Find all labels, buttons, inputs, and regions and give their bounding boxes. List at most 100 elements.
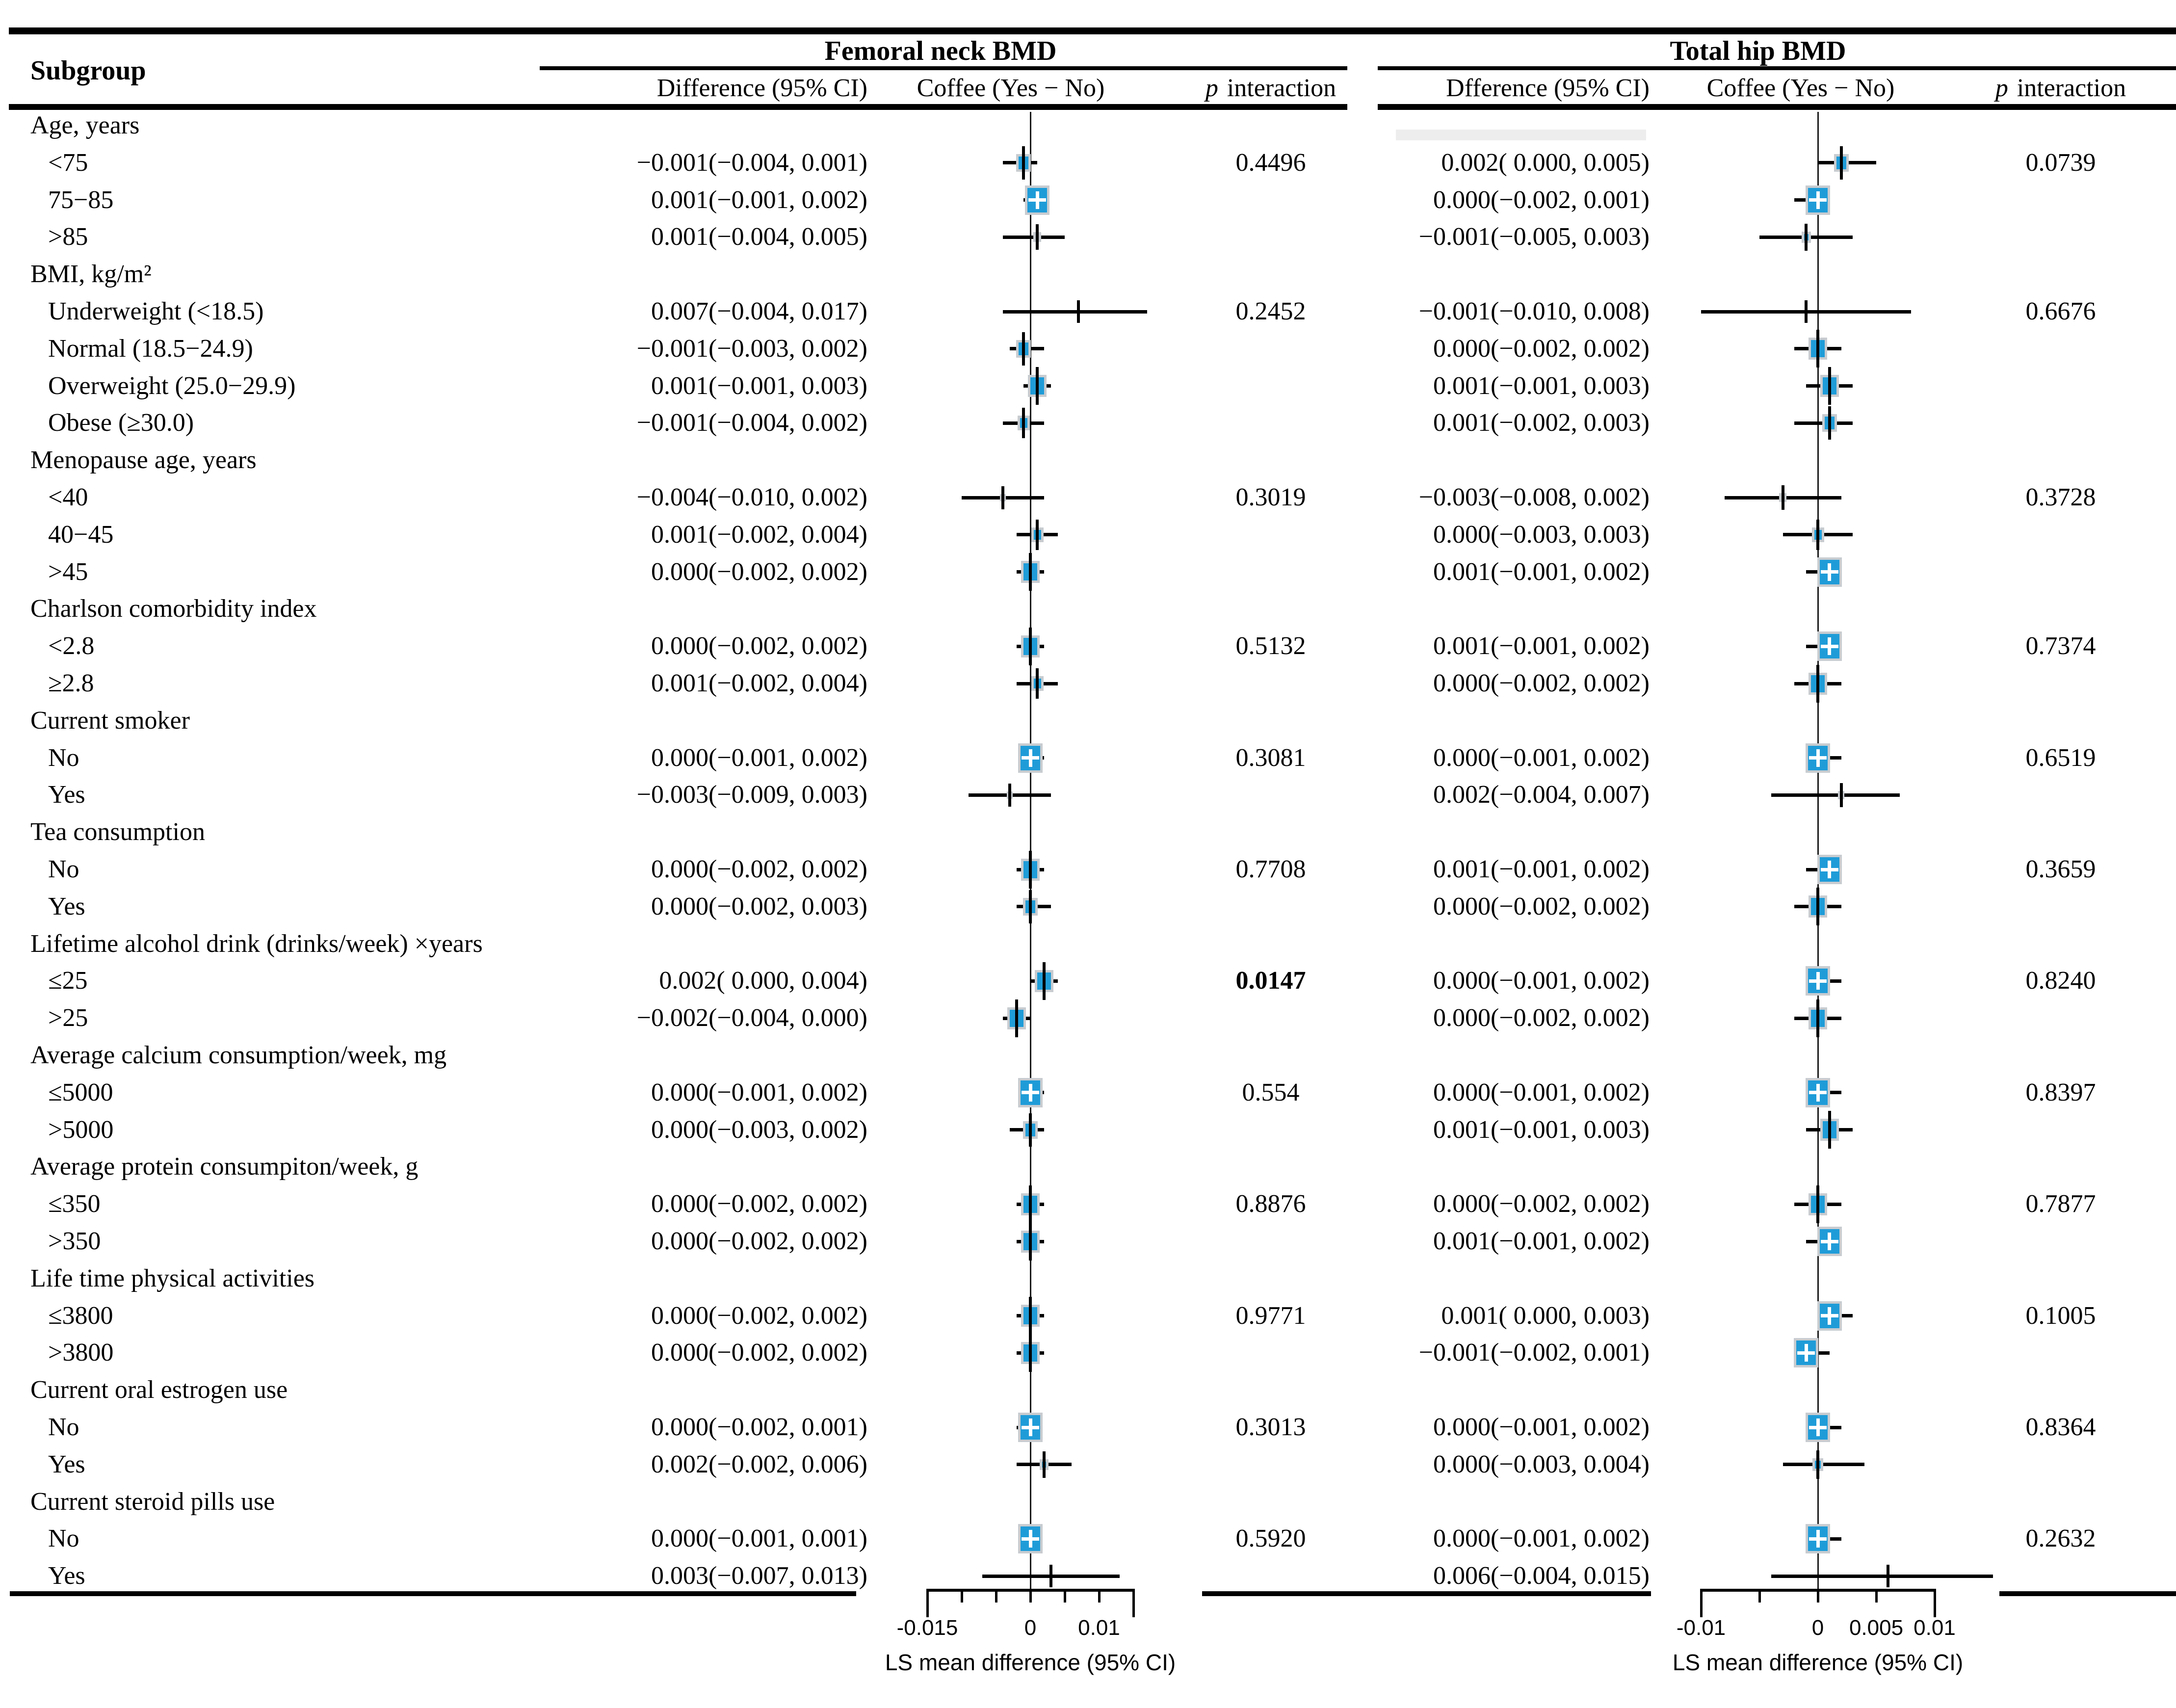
fn-p-interaction-value: 0.7708: [1235, 855, 1306, 883]
header-rule-left: [9, 104, 1347, 110]
subgroup-label: 40−45: [48, 520, 114, 549]
th-effect-tick: [1839, 146, 1843, 180]
th-effect-cross: [1816, 749, 1820, 767]
fn-effect-tick: [1008, 783, 1011, 807]
fn-effect-tick: [1022, 332, 1025, 366]
fn-difference-value: 0.000(−0.002, 0.003): [651, 892, 867, 920]
fn-p-interaction-value: 0.3013: [1235, 1413, 1306, 1441]
th-difference-value: 0.000(−0.002, 0.002): [1433, 334, 1650, 363]
th-p-interaction-value: 0.6519: [2025, 743, 2096, 772]
fn-effect-tick: [1036, 519, 1039, 550]
x-axis-tick: [1063, 1589, 1066, 1603]
th-difference-header: Dfference (95% CI): [1446, 74, 1650, 102]
subgroup-label: No: [48, 855, 79, 883]
fn-difference-value: 0.000(−0.001, 0.001): [651, 1524, 867, 1553]
fn-p-interaction-value: 0.5132: [1235, 632, 1306, 660]
fn-effect-tick: [1029, 1334, 1032, 1372]
subgroup-label: ≥2.8: [48, 669, 94, 697]
subgroup-label: Underweight (<18.5): [48, 297, 264, 325]
fn-effect-cross: [1028, 1419, 1032, 1436]
subgroup-label: Normal (18.5−24.9): [48, 334, 253, 363]
p-italic: p: [1205, 74, 1218, 102]
fn-difference-value: 0.001(−0.002, 0.004): [651, 669, 867, 697]
th-effect-tick: [1816, 519, 1819, 550]
th-ci-line: [1771, 1574, 1993, 1578]
th-effect-cross: [1816, 1530, 1820, 1548]
interaction-label: interaction: [2017, 74, 2126, 102]
subgroup-label: Yes: [48, 781, 85, 809]
x-axis-tick-label: 0.01: [1078, 1616, 1120, 1640]
subgroup-label: No: [48, 743, 79, 772]
fn-difference-value: 0.000(−0.002, 0.001): [651, 1413, 867, 1441]
subgroup-label: Current smoker: [30, 706, 190, 735]
fn-effect-cross: [1028, 749, 1032, 767]
subgroup-label: >350: [48, 1227, 101, 1255]
fn-effect-tick: [1077, 300, 1080, 323]
zero-reference-line: [1029, 112, 1031, 1589]
x-axis-tick: [995, 1589, 997, 1603]
th-difference-value: 0.000(−0.001, 0.002): [1433, 743, 1650, 772]
fn-p-interaction-value: 0.0147: [1235, 967, 1306, 995]
fn-difference-value: 0.002(−0.002, 0.006): [651, 1450, 867, 1478]
fn-effect-cross: [1028, 1083, 1032, 1102]
x-axis-tick: [1700, 1589, 1703, 1617]
subgroup-label: >85: [48, 223, 88, 251]
subgroup-label: Average protein consumpiton/week, g: [30, 1153, 419, 1181]
th-difference-value: 0.000(−0.001, 0.002): [1433, 1413, 1650, 1441]
subgroup-label: Lifetime alcohol drink (drinks/week) ×ye…: [30, 929, 483, 958]
th-ci-line: [1783, 1463, 1865, 1467]
fn-p-interaction-value: 0.554: [1242, 1078, 1300, 1106]
subgroup-label: >3800: [48, 1339, 114, 1367]
th-p-interaction-value: 0.8364: [2025, 1413, 2096, 1441]
panel-title-total-hip: Total hip BMD: [1670, 36, 1846, 66]
th-effect-cross: [1828, 1307, 1832, 1325]
fn-effect-tick: [1036, 224, 1039, 250]
th-p-interaction-value: 0.3659: [2025, 855, 2096, 883]
fn-effect-tick: [1036, 668, 1039, 699]
subgroup-label: ≤25: [48, 967, 88, 995]
subgroup-label: 75−85: [48, 185, 114, 214]
fn-difference-value: −0.003(−0.009, 0.003): [636, 781, 867, 809]
x-axis-title: LS mean difference (95% CI): [1672, 1650, 1964, 1675]
interaction-label: interaction: [1227, 74, 1337, 102]
subgroup-label: Overweight (25.0−29.9): [48, 371, 296, 400]
th-effect-cross: [1816, 972, 1820, 990]
fn-difference-value: 0.001(−0.004, 0.005): [651, 223, 867, 251]
fn-p-interaction-value: 0.3081: [1235, 743, 1306, 772]
fn-difference-value: −0.001(−0.004, 0.001): [636, 148, 867, 177]
fn-effect-tick: [1029, 1113, 1032, 1147]
fn-ci-line: [1003, 310, 1147, 314]
th-ci-line: [1771, 793, 1900, 797]
totalhip-title-underline: [1378, 66, 2176, 70]
x-axis-tick-label: 0: [1811, 1616, 1824, 1640]
fn-difference-value: 0.000(−0.003, 0.002): [651, 1115, 867, 1144]
fn-effect-tick: [1029, 850, 1032, 889]
subgroup-label: Life time physical activities: [30, 1264, 315, 1292]
subgroup-label: Yes: [48, 1450, 85, 1478]
fn-p-interaction-header: p interaction: [1168, 74, 1374, 103]
fn-difference-value: −0.002(−0.004, 0.000): [636, 1004, 867, 1032]
fn-effect-cross: [1035, 191, 1039, 209]
zero-reference-line: [1817, 112, 1819, 1589]
subgroup-label: Yes: [48, 1562, 85, 1590]
fn-coffee-header: Coffee (Yes − No): [917, 74, 1105, 102]
fn-difference-value: 0.002( 0.000, 0.004): [659, 967, 867, 995]
fn-effect-tick: [1029, 1222, 1032, 1261]
th-effect-tick: [1828, 406, 1831, 440]
subgroup-label: Obese (≥30.0): [48, 409, 194, 437]
fn-effect-tick: [1036, 367, 1039, 405]
fn-difference-value: 0.000(−0.002, 0.002): [651, 1227, 867, 1255]
subgroup-label: No: [48, 1524, 79, 1553]
x-axis-tick: [1758, 1589, 1761, 1603]
th-effect-tick: [1805, 224, 1808, 251]
th-effect-cross: [1828, 861, 1832, 878]
th-p-interaction-value: 0.8240: [2025, 967, 2096, 995]
th-effect-tick: [1886, 1565, 1889, 1588]
x-axis-tick: [1098, 1589, 1101, 1603]
fn-difference-value: 0.000(−0.002, 0.002): [651, 1190, 867, 1218]
x-axis-tick: [1132, 1589, 1135, 1617]
subgroup-label: Current steroid pills use: [30, 1487, 275, 1516]
subgroup-label: Current oral estrogen use: [30, 1376, 288, 1404]
fn-difference-value: 0.000(−0.002, 0.002): [651, 557, 867, 586]
